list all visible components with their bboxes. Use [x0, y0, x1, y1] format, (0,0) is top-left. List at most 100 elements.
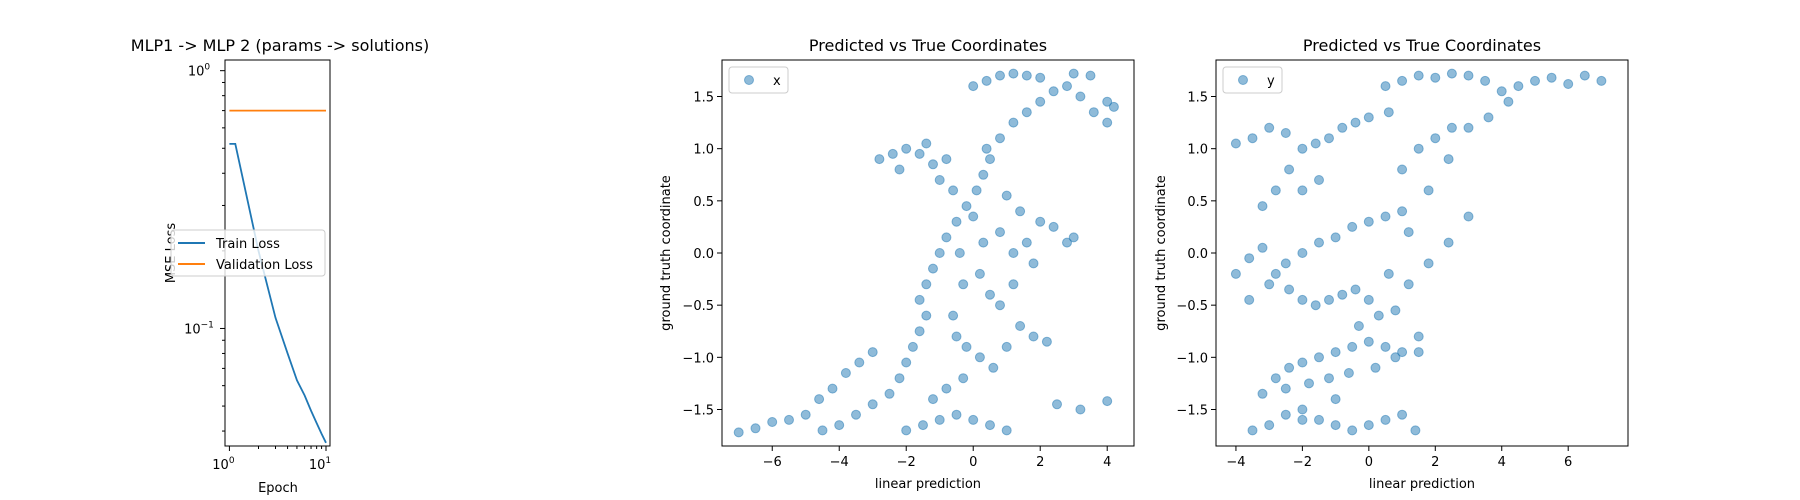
scatter-point: [867, 347, 878, 358]
scatter-point: [928, 263, 938, 274]
scatter-point: [1380, 414, 1391, 425]
scatter-point: [1363, 294, 1374, 305]
scatter-point: [894, 164, 905, 175]
scatter-y-ylabel: ground truth coordinate: [1154, 175, 1169, 331]
scatter-point: [914, 148, 925, 159]
scatter-point: [971, 185, 982, 196]
scatter-point: [1480, 75, 1491, 86]
scatter-point: [951, 331, 962, 342]
scatter-point: [1035, 216, 1046, 227]
scatter-point: [1463, 70, 1474, 81]
scatter-x-points: [733, 68, 1119, 438]
scatter-point: [1062, 237, 1072, 248]
scatter-point: [1496, 86, 1507, 97]
scatter-point: [981, 75, 992, 86]
scatter-point: [951, 216, 962, 227]
scatter-point: [1463, 122, 1474, 133]
scatter-point: [985, 420, 995, 431]
scatter-point: [1350, 284, 1361, 295]
scatter-point: [1314, 175, 1324, 185]
scatter-point: [928, 159, 938, 170]
y-tick-label: 0.5: [1187, 195, 1208, 210]
loss-chart-xlabel: Epoch: [258, 481, 298, 496]
scatter-point: [1264, 122, 1275, 133]
scatter-point: [941, 154, 952, 165]
scatter-point: [1280, 383, 1291, 394]
scatter-point: [1363, 336, 1374, 347]
scatter-point: [1048, 86, 1059, 97]
scatter-point: [1244, 294, 1255, 305]
scatter-y-legend: y: [1222, 66, 1283, 94]
scatter-point: [1380, 341, 1391, 352]
scatter-point: [1085, 70, 1096, 81]
scatter-point: [974, 268, 985, 279]
scatter-point: [934, 175, 945, 185]
scatter-point: [1397, 206, 1408, 217]
scatter-point: [901, 425, 912, 436]
scatter-point: [1008, 248, 1019, 258]
legend-label-validation-loss: Validation Loss: [216, 258, 313, 273]
x-tick-label: 101: [309, 456, 331, 473]
scatter-point: [1297, 248, 1308, 258]
scatter-point: [1397, 409, 1408, 420]
scatter-point: [1310, 138, 1321, 149]
scatter-point: [1247, 133, 1258, 144]
scatter-point: [1088, 107, 1099, 118]
scatter-point: [958, 373, 969, 384]
scatter-point: [1102, 396, 1113, 407]
scatter-point: [1015, 321, 1026, 331]
scatter-point: [1021, 70, 1032, 81]
scatter-x-title: Predicted vs True Coordinates: [809, 36, 1047, 55]
scatter-point: [1001, 341, 1012, 352]
scatter-point: [1410, 425, 1421, 436]
scatter-point: [1001, 190, 1012, 201]
loss-chart-legend: Train Loss Validation Loss: [170, 229, 326, 277]
scatter-point: [1280, 128, 1291, 138]
scatter-chart-x: Predicted vs True Coordinates −6 −4 −2 0 2 4−…: [659, 36, 1135, 492]
scatter-point: [1380, 211, 1391, 222]
scatter-point: [907, 341, 918, 352]
scatter-point: [1257, 242, 1268, 253]
scatter-point: [1413, 143, 1424, 154]
scatter-point: [1021, 237, 1032, 248]
scatter-point: [851, 409, 861, 420]
scatter-point: [1297, 294, 1308, 305]
scatter-point: [1068, 232, 1079, 243]
scatter-y-plot-area: [1215, 59, 1629, 447]
scatter-point: [1230, 138, 1241, 149]
scatter-point: [1423, 185, 1434, 196]
legend-frame: [170, 229, 326, 277]
scatter-point: [1008, 68, 1019, 79]
y-tick-label: 0.5: [693, 195, 714, 210]
y-tick-label: −1.0: [1176, 351, 1208, 366]
scatter-point: [1443, 154, 1454, 165]
scatter-point: [854, 357, 865, 368]
scatter-point: [1068, 68, 1079, 79]
scatter-point: [1383, 107, 1394, 118]
scatter-point: [834, 420, 845, 431]
scatter-point: [1028, 331, 1039, 342]
y-tick-label: 0.0: [693, 247, 714, 262]
scatter-point: [1347, 341, 1358, 352]
loss-chart-series: [229, 109, 327, 444]
scatter-point: [1513, 81, 1524, 92]
scatter-point: [914, 294, 925, 305]
scatter-point: [1403, 227, 1414, 238]
scatter-point: [750, 423, 761, 434]
scatter-point: [1280, 258, 1291, 269]
scatter-point: [1075, 404, 1086, 415]
scatter-point: [934, 414, 945, 425]
scatter-point: [948, 310, 959, 321]
scatter-point: [1363, 216, 1374, 227]
scatter-point: [1041, 336, 1052, 347]
scatter-point: [995, 300, 1005, 311]
scatter-x-legend: x: [728, 66, 789, 94]
scatter-point: [1397, 164, 1408, 175]
x-tick-label: 0: [969, 455, 977, 470]
y-tick-label: 1.5: [1187, 91, 1208, 106]
scatter-point: [1324, 373, 1334, 384]
scatter-point: [1446, 122, 1457, 133]
x-tick-label: −2: [897, 455, 916, 470]
x-tick-label: 0: [1365, 455, 1373, 470]
scatter-point: [1380, 81, 1391, 92]
